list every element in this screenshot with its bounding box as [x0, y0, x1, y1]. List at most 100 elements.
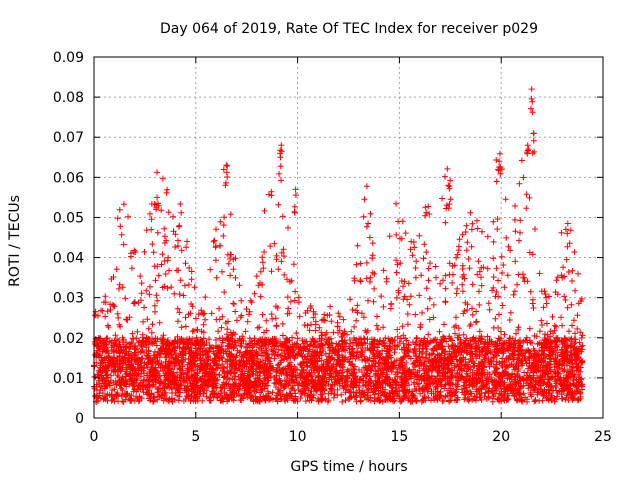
data-point: [175, 243, 181, 249]
data-point: [493, 366, 500, 373]
data-point: [510, 356, 517, 363]
data-point: [128, 265, 135, 272]
data-point: [164, 285, 171, 292]
data-point: [382, 342, 389, 349]
data-point: [393, 231, 400, 238]
data-point: [505, 243, 512, 250]
data-point: [149, 241, 156, 248]
data-point: [425, 331, 432, 338]
data-point: [192, 315, 199, 322]
data-point: [543, 294, 549, 301]
data-point: [351, 277, 358, 284]
data-point: [159, 175, 166, 182]
data-point: [490, 218, 497, 225]
data-point: [162, 271, 169, 277]
data-point: [439, 195, 445, 202]
data-point: [251, 290, 258, 297]
data-point: [227, 272, 234, 279]
data-point: [504, 272, 511, 279]
data-point: [114, 391, 120, 398]
data-point: [291, 297, 298, 304]
data-point: [529, 296, 536, 303]
data-point: [474, 217, 480, 224]
data-point: [288, 277, 295, 284]
data-point: [278, 258, 285, 265]
data-point: [419, 309, 425, 316]
data-point: [207, 266, 214, 273]
data-point: [424, 305, 431, 312]
data-point: [574, 312, 581, 319]
data-point: [324, 312, 331, 319]
data-point: [364, 327, 371, 334]
data-point: [564, 220, 571, 227]
data-point: [107, 306, 114, 313]
data-point: [496, 150, 503, 157]
data-point: [450, 271, 457, 278]
data-point: [129, 335, 136, 342]
data-point: [518, 157, 525, 164]
data-point: [492, 315, 499, 322]
data-point: [394, 369, 401, 376]
data-point: [302, 398, 309, 405]
data-point: [407, 293, 414, 300]
data-point: [203, 387, 210, 394]
data-point: [156, 380, 163, 387]
data-point: [401, 278, 408, 285]
data-point: [423, 209, 430, 216]
data-point: [558, 314, 565, 321]
data-point: [479, 228, 485, 235]
data-point: [374, 313, 380, 320]
data-point: [133, 393, 139, 400]
data-point: [562, 297, 569, 303]
data-point: [552, 384, 559, 391]
data-point: [472, 319, 479, 326]
data-point: [176, 291, 183, 298]
data-point: [366, 278, 373, 285]
data-point: [203, 393, 210, 400]
data-point: [572, 339, 579, 346]
data-point: [503, 363, 510, 370]
data-point: [300, 367, 307, 374]
data-point: [442, 299, 449, 306]
data-point: [393, 200, 399, 207]
data-point: [515, 324, 522, 331]
data-point: [423, 249, 430, 256]
data-point: [526, 194, 533, 201]
data-point: [458, 386, 465, 393]
data-point: [523, 205, 530, 212]
data-point: [566, 328, 572, 335]
data-point: [212, 257, 219, 264]
data-point: [248, 299, 255, 306]
data-point: [150, 249, 157, 256]
data-point: [217, 242, 224, 249]
data-point: [287, 298, 294, 305]
data-point: [526, 325, 533, 332]
data-point: [444, 165, 451, 172]
data-point: [501, 284, 508, 291]
data-point: [543, 300, 550, 307]
data-point: [505, 337, 512, 344]
data-point: [494, 226, 501, 233]
data-point: [266, 191, 272, 198]
data-point: [180, 292, 187, 299]
data-point: [426, 211, 433, 217]
data-point: [437, 280, 444, 287]
data-point: [217, 218, 224, 225]
data-point: [562, 226, 569, 233]
data-point: [363, 183, 370, 190]
data-point: [432, 263, 439, 270]
data-point: [423, 346, 430, 353]
data-point: [155, 272, 162, 279]
data-point: [153, 292, 160, 299]
data-point: [501, 331, 508, 338]
data-point: [275, 266, 282, 273]
data-point: [349, 306, 356, 313]
data-point: [218, 324, 225, 331]
data-point: [146, 336, 153, 343]
data-point: [516, 237, 522, 244]
data-point: [97, 387, 104, 394]
data-point: [395, 218, 402, 225]
data-point: [219, 361, 226, 368]
data-point: [219, 313, 226, 320]
data-point: [514, 281, 521, 288]
